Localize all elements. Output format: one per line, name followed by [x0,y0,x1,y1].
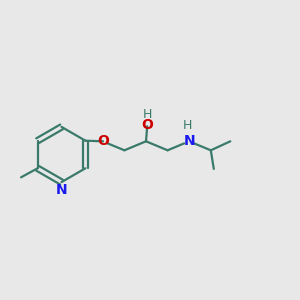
Text: H: H [142,108,152,121]
Text: N: N [56,183,67,197]
Text: O: O [141,118,153,132]
Text: H: H [183,119,192,132]
Text: O: O [97,134,109,148]
Text: N: N [183,134,195,148]
